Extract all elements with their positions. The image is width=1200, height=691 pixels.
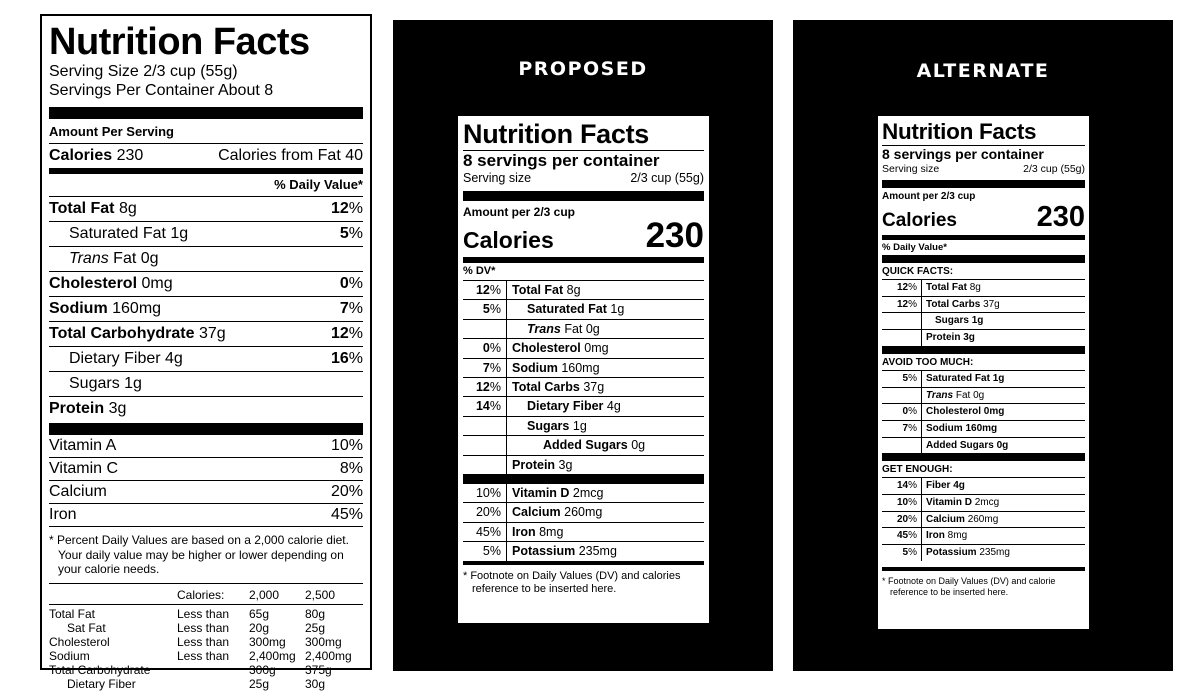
thick-divider bbox=[49, 423, 363, 435]
current-serving-size: Serving Size 2/3 cup (55g) bbox=[49, 63, 238, 80]
nutrient-row: 14% Fiber 4g bbox=[882, 477, 1085, 495]
vitamin-row: Vitamin A 10% bbox=[49, 437, 363, 454]
vitamin-row: 45% Iron 8mg bbox=[463, 521, 704, 542]
nutrient-row: Cholesterol 0mg 0% bbox=[49, 271, 363, 296]
thick-divider bbox=[463, 474, 704, 485]
quick-facts-heading: QUICK FACTS: bbox=[882, 266, 954, 277]
vitamin-row: 20% Calcium 260mg bbox=[463, 502, 704, 522]
alternate-footnote: * Footnote on Daily Values (DV) and calo… bbox=[882, 566, 1085, 598]
proposed-label: Nutrition Facts 8 servings per container… bbox=[456, 114, 711, 625]
nutrient-row: Protein 3g bbox=[463, 454, 704, 475]
get-enough-heading: GET ENOUGH: bbox=[882, 464, 953, 476]
nutrient-row: Trans Fat 0g bbox=[49, 246, 363, 271]
proposed-serving-size: Serving size 2/3 cup (55g) bbox=[463, 171, 704, 185]
dv-header: % Daily Value* bbox=[274, 177, 363, 192]
alternate-label: Nutrition Facts 8 servings per container… bbox=[876, 114, 1091, 631]
vitamin-row: 10% Vitamin D 2mcg bbox=[463, 484, 704, 503]
nutrient-row: 20% Calcium 260mg bbox=[882, 510, 1085, 528]
current-title: Nutrition Facts bbox=[49, 21, 310, 63]
dv-table-row: Total Carbohydrate 300g 375g bbox=[49, 662, 332, 677]
nutrient-row: 0% Cholesterol 0mg bbox=[463, 338, 704, 358]
medium-divider bbox=[463, 257, 704, 263]
dv-table-row: Sat Fat Less than 20g 25g bbox=[67, 620, 326, 635]
dv-table-row: Dietary Fiber 25g 30g bbox=[67, 676, 326, 691]
alternate-title: Nutrition Facts bbox=[882, 119, 1037, 144]
nutrient-row: Trans Fat 0g bbox=[882, 386, 1085, 404]
nutrient-row: Total Fat 8g 12% bbox=[49, 196, 363, 221]
calories-label: Calories bbox=[49, 147, 113, 164]
calories-label: Calories bbox=[882, 210, 957, 231]
thick-divider bbox=[49, 107, 363, 119]
nutrient-row: 10% Vitamin D 2mcg bbox=[882, 494, 1085, 511]
thick-divider bbox=[463, 191, 704, 201]
current-servings-per-container: Servings Per Container About 8 bbox=[49, 82, 274, 99]
proposed-vitamins: 10% Vitamin D 2mcg 20% Calcium 260mg 45% Ir… bbox=[463, 484, 704, 561]
alternate-calories-row: Calories 230 bbox=[882, 203, 1085, 232]
calories-label: Calories bbox=[463, 227, 554, 253]
nutrient-row: Total Carbohydrate 37g 12% bbox=[49, 321, 363, 346]
dv-header: % Daily Value* bbox=[882, 242, 947, 253]
vitamins-section: Vitamin A 10% Vitamin C 8% Calcium 20% Iron… bbox=[49, 435, 363, 526]
nutrient-row: 14% Dietary Fiber 4g bbox=[463, 396, 704, 416]
section-divider bbox=[882, 255, 1085, 263]
proposed-heading: PROPOSED bbox=[518, 58, 648, 80]
dv-table-row: Total Fat Less than 65g 80g bbox=[49, 606, 326, 621]
vitamin-row: 5% Potassium 235mg bbox=[463, 541, 704, 561]
proposed-servings-per-container: 8 servings per container bbox=[463, 150, 704, 171]
nutrient-row: Added Sugars 0g bbox=[882, 436, 1085, 454]
avoid-too-much-heading: AVOID TOO MUCH: bbox=[882, 356, 974, 368]
nutrient-row: 12% Total Carbs 37g bbox=[463, 377, 704, 397]
nutrient-row: Protein 3g bbox=[882, 329, 1085, 346]
nutrient-row: Dietary Fiber 4g 16% bbox=[49, 346, 363, 371]
nutrient-row: Sugars 1g bbox=[882, 312, 1085, 330]
medium-divider bbox=[882, 235, 1085, 240]
nutrient-row: 5% Saturated Fat 1g bbox=[463, 299, 704, 319]
proposed-title: Nutrition Facts bbox=[463, 119, 650, 149]
nutrient-row: Added Sugars 0g bbox=[463, 435, 704, 455]
proposed-amount-per: Amount per 2/3 cup bbox=[463, 205, 576, 219]
nutrient-row: Protein 3g bbox=[49, 396, 363, 421]
nutrient-row: 12% Total Fat 8g bbox=[882, 279, 1085, 296]
nutrient-row: Sugars 1g bbox=[49, 371, 363, 396]
nutrient-row: 5% Potassium 235mg bbox=[882, 544, 1085, 561]
current-footnote: * Percent Daily Values are based on a 2,… bbox=[49, 526, 363, 581]
amount-per-serving: Amount Per Serving bbox=[49, 124, 174, 139]
nutrient-row: Sugars 1g bbox=[463, 415, 704, 436]
current-label: Nutrition Facts Serving Size 2/3 cup (55… bbox=[40, 14, 372, 691]
medium-divider bbox=[49, 168, 363, 174]
section-divider bbox=[882, 345, 1085, 354]
proposed-calories-row: Calories 230 bbox=[463, 216, 704, 255]
dv-table-row: Cholesterol Less than 300mg 300mg bbox=[49, 634, 342, 649]
nutrient-row: 45% Iron 8mg bbox=[882, 527, 1085, 545]
calories-value: 230 bbox=[1036, 201, 1085, 233]
alternate-serving-size: Serving size 2/3 cup (55g) bbox=[882, 163, 1085, 175]
dv-table-header: Calories: 2,000 2,500 bbox=[177, 587, 336, 602]
vitamin-row: Iron 45% bbox=[49, 503, 363, 526]
thick-divider bbox=[882, 180, 1085, 188]
nutrient-row: 12% Total Fat 8g bbox=[463, 280, 704, 300]
dv-reference-table: Calories: 2,000 2,500 Total Fat Less than 65… bbox=[49, 582, 363, 691]
nutrient-row: 7% Sodium 160mg bbox=[463, 357, 704, 378]
vitamin-row: Calcium 20% bbox=[49, 480, 363, 503]
calories-value: 230 bbox=[645, 216, 704, 255]
nutrient-row: 12% Total Carbs 37g bbox=[882, 295, 1085, 313]
calories-row: Calories 230 Calories from Fat 40 bbox=[49, 143, 363, 168]
alternate-heading: ALTERNATE bbox=[916, 60, 1050, 82]
proposed-footnote: * Footnote on Daily Values (DV) and calo… bbox=[463, 560, 704, 596]
nutrient-row: 0% Cholesterol 0mg bbox=[882, 403, 1085, 420]
alternate-servings-per-container: 8 servings per container bbox=[882, 145, 1085, 163]
dv-header: % DV* bbox=[463, 265, 496, 277]
calories-from-fat: Calories from Fat 40 bbox=[218, 147, 363, 164]
nutrient-row: 5% Saturated Fat 1g bbox=[882, 369, 1085, 387]
section-divider bbox=[882, 453, 1085, 462]
vitamin-row: Vitamin C 8% bbox=[49, 457, 363, 480]
nutrient-row: Saturated Fat 1g 5% bbox=[49, 221, 363, 246]
nutrient-row: 7% Sodium 160mg bbox=[882, 419, 1085, 437]
calories-value: 230 bbox=[116, 147, 144, 164]
nutrient-row: Trans Fat 0g bbox=[463, 318, 704, 339]
dv-table-row: Sodium Less than 2,400mg 2,400mg bbox=[49, 648, 352, 663]
alternate-amount-per: Amount per 2/3 cup bbox=[882, 191, 976, 202]
nutrient-row: Sodium 160mg 7% bbox=[49, 296, 363, 321]
